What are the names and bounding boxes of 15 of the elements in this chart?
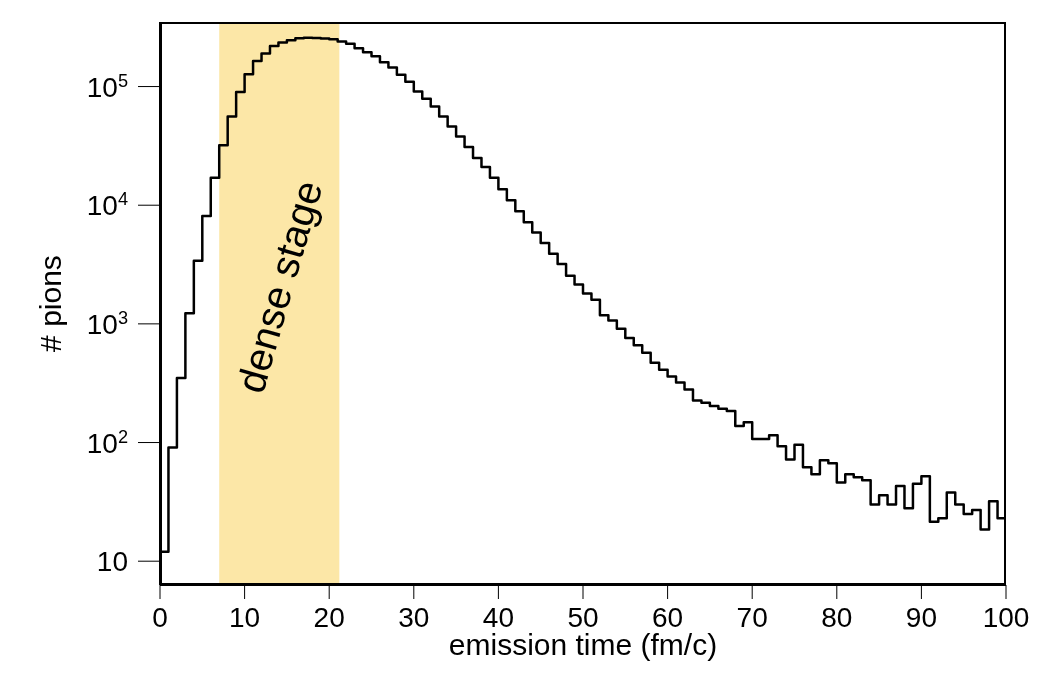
x-tick-label: 20 (313, 602, 345, 633)
x-tick-label: 90 (905, 602, 937, 633)
y-axis-title: # pions (33, 255, 67, 352)
x-tick-label: 70 (736, 602, 768, 633)
y-tick-label: 10 (96, 546, 128, 578)
y-tick-label: 10$^{5}$ (86, 70, 128, 103)
y-tick-label: 10$^{3}$ (86, 307, 128, 340)
y-tick-label: 10$^{2}$ (86, 426, 128, 459)
x-tick-label: 10 (229, 602, 261, 633)
x-tick-label: 30 (398, 602, 430, 633)
band-label: dense stage (228, 175, 331, 398)
x-tick-label: 80 (821, 602, 853, 633)
y-tick-label: 10$^{4}$ (86, 189, 128, 222)
x-tick-label: 100 (982, 602, 1030, 633)
x-tick-label: 0 (152, 602, 168, 633)
